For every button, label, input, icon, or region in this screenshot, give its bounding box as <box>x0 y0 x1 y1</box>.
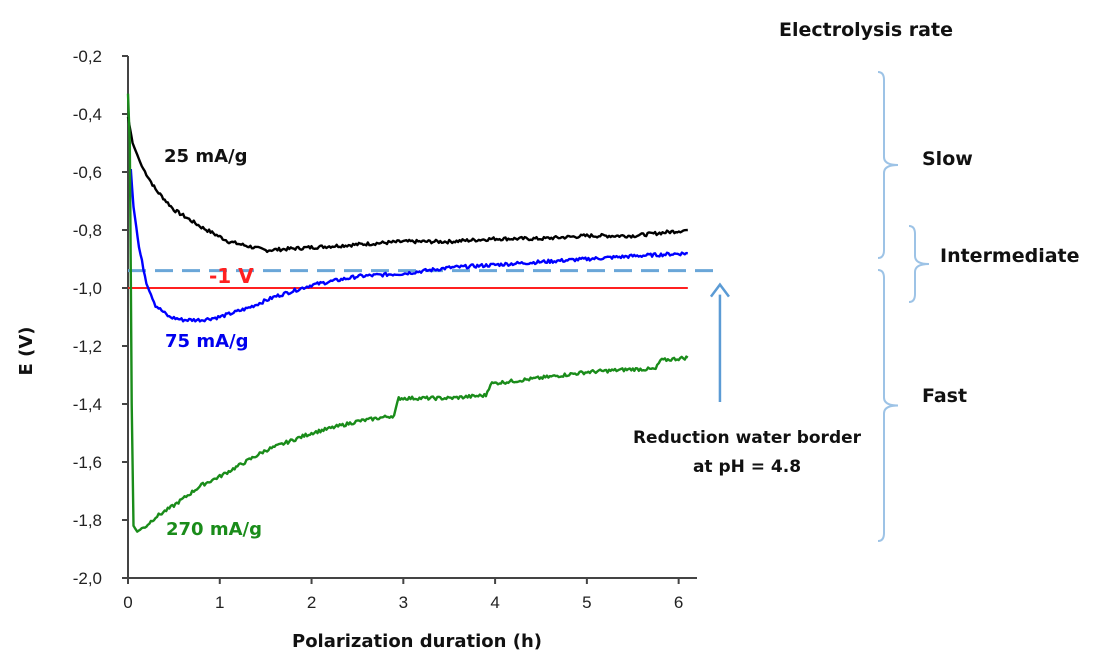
chart-title: Electrolysis rate <box>779 19 953 41</box>
x-tick-label: 6 <box>674 593 683 612</box>
series-label-25: 25 mA/g <box>164 146 247 167</box>
brace-fast <box>877 269 899 542</box>
water-border-label-line2: at pH = 4.8 <box>693 457 801 477</box>
reference-label-1v: -1 V <box>209 264 254 288</box>
x-tick-label: 4 <box>490 593 499 612</box>
y-tick-label: -2,0 <box>73 569 102 588</box>
y-tick-label: -1,2 <box>73 337 102 356</box>
x-tick-label: 5 <box>582 593 591 612</box>
y-tick-label: -1,4 <box>73 395 102 414</box>
x-axis-title: Polarization duration (h) <box>292 631 542 652</box>
water-border-arrow <box>709 282 730 402</box>
rate-label-fast: Fast <box>922 385 967 407</box>
reference-lines <box>128 269 720 289</box>
y-tick-label: -1,6 <box>73 453 102 472</box>
rate-label-slow: Slow <box>922 148 973 170</box>
brace-slow <box>877 71 899 259</box>
y-tick-label: -0,6 <box>73 163 102 182</box>
x-tick-label: 2 <box>307 593 316 612</box>
water-border-label-line1: Reduction water border <box>633 428 862 448</box>
series-line-75-ma-g <box>129 169 688 323</box>
x-tick-label: 1 <box>215 593 224 612</box>
axes: -0,2 -0,4 -0,6 -0,8 -1,0 -1,2 -1,4 -1,6 -1,8 -2,0… <box>73 47 697 612</box>
y-tick-label: -0,2 <box>73 47 102 66</box>
y-tick-label: -1,8 <box>73 511 102 530</box>
series-label-75: 75 mA/g <box>165 331 248 352</box>
y-tick-label: -0,8 <box>73 221 102 240</box>
x-tick-label: 3 <box>399 593 408 612</box>
series-line-270-ma-g <box>126 93 689 533</box>
rate-label-intermediate: Intermediate <box>940 245 1080 267</box>
arrow-head <box>709 282 730 298</box>
brace-intermediate <box>908 225 930 303</box>
series-label-270: 270 mA/g <box>166 519 262 540</box>
y-axis-title: E (V) <box>16 327 37 376</box>
x-tick-label: 0 <box>123 593 132 612</box>
y-tick-label: -0,4 <box>73 105 102 124</box>
series-line-25-ma-g <box>126 116 688 254</box>
rate-braces <box>877 71 930 542</box>
y-tick-label: -1,0 <box>73 279 102 298</box>
series-group <box>126 93 689 533</box>
